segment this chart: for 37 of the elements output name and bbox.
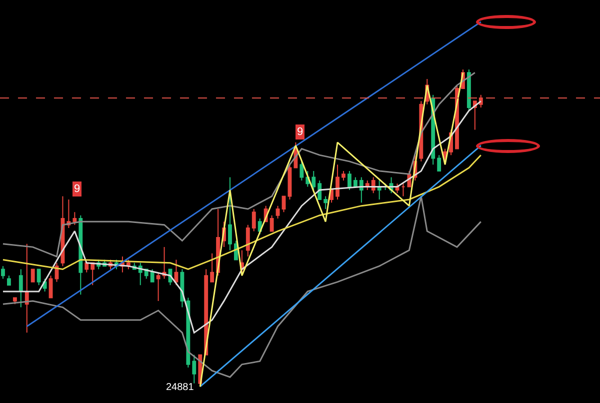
candlestick [228, 176, 232, 251]
candlestick [270, 214, 274, 232]
candlestick [12, 297, 17, 305]
candlestick [246, 224, 250, 258]
candlestick [324, 196, 328, 210]
candlestick [36, 268, 41, 286]
candlestick [276, 205, 280, 220]
candlestick [150, 268, 154, 282]
candlestick [90, 262, 95, 286]
candlestick [30, 268, 35, 282]
annotation: 24881 [166, 382, 194, 393]
candlestick [300, 160, 304, 181]
annotation: 9 [74, 183, 80, 195]
candlestick [466, 68, 471, 112]
candlestick [348, 170, 352, 190]
candlestick [48, 275, 53, 298]
candlestick [174, 259, 178, 286]
candlestick [18, 268, 23, 308]
candlestick [336, 164, 340, 200]
candlestick [312, 170, 316, 190]
candlestick [342, 170, 346, 181]
candlestick [192, 354, 196, 384]
candlestick [353, 176, 358, 188]
candlestick [478, 94, 483, 108]
annotation: 9 [297, 126, 304, 138]
candlestick [359, 176, 364, 204]
candlestick [7, 275, 11, 286]
candlestick [437, 154, 442, 172]
candlestick [72, 212, 77, 226]
candlestick [24, 243, 29, 334]
candlestick [252, 208, 256, 232]
candlestick [1, 266, 5, 280]
candlestick [377, 180, 382, 200]
candlestick [84, 262, 89, 273]
candlestick [210, 252, 214, 282]
candlestick [156, 272, 160, 302]
candlestick [401, 183, 406, 197]
